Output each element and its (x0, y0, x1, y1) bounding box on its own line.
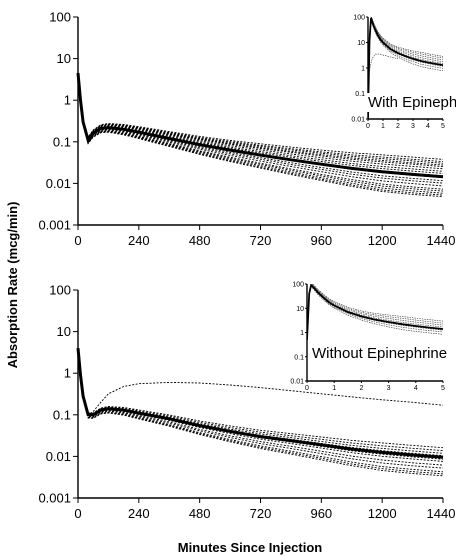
y-tick-label: 10 (57, 51, 71, 66)
inset-x-tick-label: 3 (387, 385, 391, 392)
inset-x-tick-label: 1 (332, 385, 336, 392)
inset-y-tick-label: 0.01 (351, 117, 365, 124)
inset-label: With Epinephrine (368, 94, 456, 111)
inset-y-tick-label: 100 (353, 15, 365, 22)
x-tick-label: 0 (74, 233, 81, 248)
inset-y-tick-label: 0.1 (355, 91, 365, 98)
inset-individual-curve-4 (307, 284, 443, 340)
inset-individual-curve-7 (307, 284, 443, 340)
individual-curve-10 (77, 72, 444, 163)
individual-curve-11 (77, 72, 444, 160)
inset-individual-curve-5 (307, 284, 443, 340)
y-tick-label: 1 (64, 366, 71, 381)
inset-individual-curve-2 (368, 19, 443, 119)
inset-individual-curve-8 (368, 17, 443, 119)
x-tick-label: 1440 (427, 233, 456, 248)
inset-x-tick-label: 0 (305, 385, 309, 392)
y-tick-label: 1 (64, 93, 71, 108)
individual-curve-9 (77, 72, 444, 164)
y-tick-label: 10 (57, 324, 71, 339)
x-tick-label: 720 (250, 506, 272, 521)
inset-y-tick-label: 10 (296, 306, 304, 313)
y-axis-title: Absorption Rate (mcg/min) (5, 202, 20, 369)
y-tick-label: 0.01 (46, 449, 71, 464)
y-tick-label: 100 (49, 283, 71, 298)
y-tick-label: 0.1 (53, 407, 71, 422)
inset-individual-curve-1 (307, 286, 443, 340)
y-tick-label: 100 (49, 10, 71, 25)
x-tick-label: 1200 (368, 506, 397, 521)
inset-x-tick-label: 2 (359, 385, 363, 392)
inset-x-tick-label: 4 (426, 123, 430, 130)
inset-chart: 0.01 0.1 1 10 100 0 1 2 3 4 5 Without Epinephrine (290, 282, 450, 392)
individual-curve-1 (77, 72, 444, 182)
x-tick-label: 480 (189, 506, 211, 521)
inset-slow-curve (369, 53, 399, 71)
x-tick-label: 960 (310, 233, 332, 248)
individual-curve-8 (77, 72, 444, 166)
inset-y-tick-label: 1 (300, 330, 304, 337)
inset-x-tick-label: 2 (396, 123, 400, 130)
y-tick-label: 0.01 (46, 176, 71, 191)
x-axis-title: Minutes Since Injection (178, 540, 323, 555)
x-tick-label: 1200 (368, 233, 397, 248)
inset-individual-curve-6 (307, 284, 443, 340)
inset-x-tick-label: 5 (441, 385, 445, 392)
x-tick-label: 0 (74, 506, 81, 521)
inset-x-tick-label: 4 (414, 385, 418, 392)
inset-mean-curve (368, 17, 443, 119)
x-tick-label: 240 (128, 506, 150, 521)
inset-y-tick-label: 10 (357, 40, 365, 47)
inset-y-tick-label: 0.1 (294, 354, 304, 361)
x-tick-label: 960 (310, 506, 332, 521)
y-tick-label: 0.001 (38, 491, 71, 506)
x-tick-label: 240 (128, 233, 150, 248)
inset-x-tick-label: 5 (441, 123, 445, 130)
inset-y-tick-label: 0.01 (290, 379, 304, 386)
x-tick-label: 720 (250, 233, 272, 248)
individual-curve-18 (77, 72, 444, 198)
mean-curve (76, 348, 444, 459)
inset-y-tick-label: 100 (292, 282, 304, 289)
individual-curve-6 (77, 348, 444, 449)
inset-plot-area (368, 17, 443, 119)
inset-mean-curve (307, 284, 443, 340)
x-tick-label: 480 (189, 233, 211, 248)
inset-label-background (310, 344, 450, 363)
x-tick-label: 1440 (427, 506, 456, 521)
individual-curve-7 (77, 72, 444, 168)
inset-label-background (366, 93, 456, 112)
mean-curve (76, 72, 444, 179)
inset-individual-curve-5 (368, 17, 443, 119)
inset-chart: 0.01 0.1 1 10 100 0 1 2 3 4 5 With Epinephrine (351, 15, 456, 130)
inset-x-tick-label: 1 (381, 123, 385, 130)
inset-y-tick-label: 1 (361, 66, 365, 73)
individual-curve-11 (77, 348, 444, 477)
inset-x-tick-label: 3 (411, 123, 415, 130)
individual-curve-5 (77, 348, 444, 452)
inset-label: Without Epinephrine (312, 345, 447, 362)
y-tick-label: 0.1 (53, 134, 71, 149)
y-tick-label: 0.001 (38, 218, 71, 233)
inset-plot-area (307, 284, 443, 340)
inset-x-tick-label: 0 (366, 123, 370, 130)
